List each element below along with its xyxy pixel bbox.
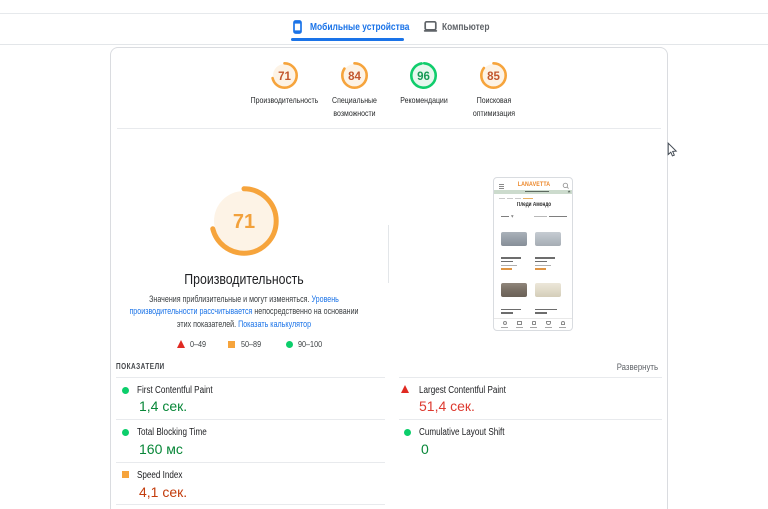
svg-text:71: 71	[233, 211, 255, 233]
svg-text:71: 71	[278, 71, 291, 83]
svg-text:96: 96	[417, 71, 430, 83]
svg-text:85: 85	[487, 71, 500, 83]
svg-text:84: 84	[348, 71, 361, 83]
